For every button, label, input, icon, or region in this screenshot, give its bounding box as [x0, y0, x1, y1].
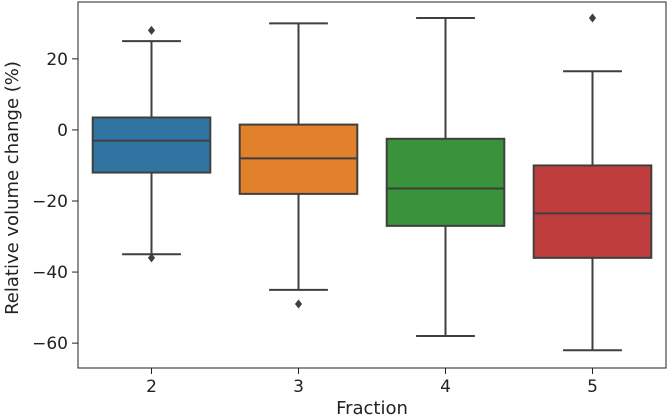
x-axis-label: Fraction	[336, 398, 408, 418]
x-tick-label: 5	[587, 377, 598, 397]
outlier-point	[147, 253, 156, 263]
y-axis-label: Relative volume change (%)	[2, 61, 23, 315]
axes-frame	[77, 1, 667, 369]
x-tick-label: 4	[440, 377, 451, 397]
y-tick-label: 0	[57, 121, 68, 141]
y-tick-label: 20	[46, 50, 68, 70]
y-tick-label: −60	[32, 334, 68, 354]
outlier-point	[588, 13, 597, 23]
box-5	[532, 164, 653, 259]
y-tick-label: −20	[32, 192, 68, 212]
y-tick-label: −40	[32, 263, 68, 283]
box-2	[91, 116, 212, 174]
outlier-point	[147, 25, 156, 35]
box-4	[385, 137, 506, 227]
x-tick-label: 3	[293, 377, 304, 397]
x-tick-label: 2	[146, 377, 157, 397]
plot-area: 20 0 −20 −40 −60 2 3 4 5	[32, 1, 667, 397]
outlier-point	[294, 299, 303, 309]
